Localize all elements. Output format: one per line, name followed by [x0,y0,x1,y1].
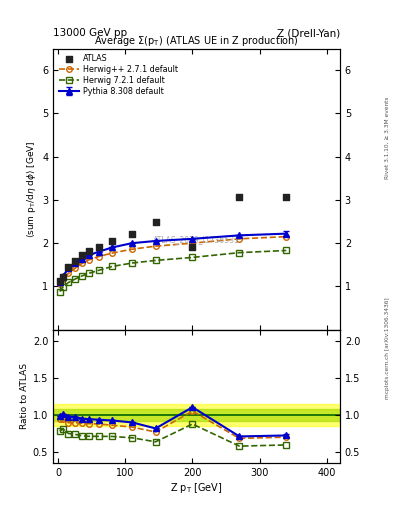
Herwig 7.2.1 default [57,288,62,294]
ATLAS [79,251,85,260]
Herwig 7.2.1 default [79,273,84,279]
Herwig++ 2.7.1 default [86,257,91,263]
Herwig 7.2.1 default [190,254,195,261]
Herwig++ 2.7.1 default [284,233,289,240]
Herwig++ 2.7.1 default [190,240,195,246]
ATLAS [65,263,72,271]
Bar [53,404,340,426]
Herwig++ 2.7.1 default [79,261,84,267]
Title: Average $\Sigma$(p$_\mathregular{T}$) (ATLAS UE in Z production): Average $\Sigma$(p$_\mathregular{T}$) (A… [94,34,299,49]
Herwig++ 2.7.1 default [237,236,242,242]
ATLAS [72,257,78,265]
Legend: ATLAS, Herwig++ 2.7.1 default, Herwig 7.2.1 default, Pythia 8.308 default: ATLAS, Herwig++ 2.7.1 default, Herwig 7.… [57,53,180,98]
Herwig 7.2.1 default [110,263,114,269]
Herwig++ 2.7.1 default [130,246,134,252]
Herwig 7.2.1 default [96,267,101,273]
Bar [53,409,340,421]
Text: 13000 GeV pp: 13000 GeV pp [53,28,127,38]
Line: Herwig++ 2.7.1 default: Herwig++ 2.7.1 default [57,234,289,287]
Herwig 7.2.1 default [130,260,134,266]
Text: mcplots.cern.ch [arXiv:1306.3436]: mcplots.cern.ch [arXiv:1306.3436] [385,297,389,399]
Herwig++ 2.7.1 default [153,243,158,249]
ATLAS [236,193,242,201]
ATLAS [129,229,135,238]
Herwig 7.2.1 default [86,270,91,276]
Y-axis label: Ratio to ATLAS: Ratio to ATLAS [20,364,29,430]
Herwig 7.2.1 default [73,276,77,282]
Text: Z (Drell-Yan): Z (Drell-Yan) [277,28,340,38]
Herwig++ 2.7.1 default [96,253,101,260]
Herwig++ 2.7.1 default [110,250,114,256]
ATLAS [109,237,115,245]
ATLAS [60,273,66,281]
Herwig 7.2.1 default [61,284,66,290]
Y-axis label: $\langle$sum p$_\mathregular{T}$/d$\eta$ d$\phi$$\rangle$ [GeV]: $\langle$sum p$_\mathregular{T}$/d$\eta$… [25,140,38,238]
ATLAS [189,243,196,251]
Line: Herwig 7.2.1 default: Herwig 7.2.1 default [57,248,289,294]
Text: ATLAS_2019_I1736531: ATLAS_2019_I1736531 [153,235,240,244]
ATLAS [57,277,63,285]
Herwig 7.2.1 default [153,258,158,264]
Herwig++ 2.7.1 default [66,270,71,276]
ATLAS [95,243,102,251]
X-axis label: Z p$_\mathregular{T}$ [GeV]: Z p$_\mathregular{T}$ [GeV] [170,481,223,495]
ATLAS [283,193,290,201]
Herwig++ 2.7.1 default [61,276,66,283]
Text: Rivet 3.1.10, ≥ 3.3M events: Rivet 3.1.10, ≥ 3.3M events [385,97,389,180]
Herwig 7.2.1 default [66,280,71,286]
Herwig 7.2.1 default [284,247,289,253]
Herwig++ 2.7.1 default [73,265,77,271]
Herwig 7.2.1 default [237,249,242,255]
ATLAS [85,247,92,255]
ATLAS [152,218,159,226]
Herwig++ 2.7.1 default [57,281,62,287]
